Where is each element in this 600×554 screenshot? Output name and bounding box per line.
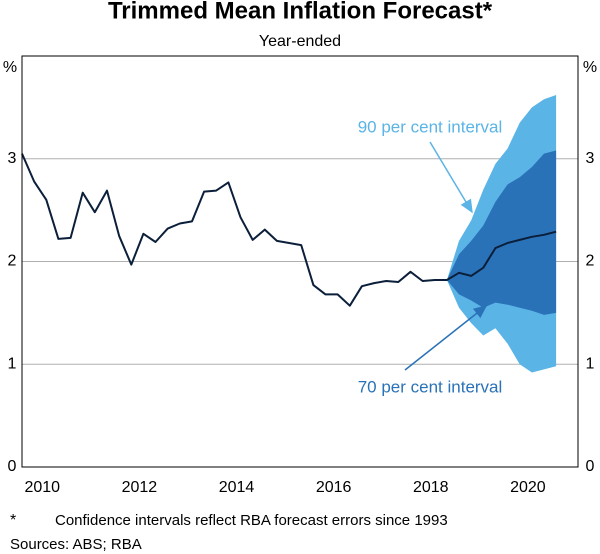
footnote-marker: * [10, 512, 16, 529]
x-tick-label: 2012 [122, 479, 158, 496]
plot-area [21, 95, 578, 468]
plot-frame [21, 55, 579, 468]
series-line [21, 153, 557, 307]
y-tick-label: 2 [8, 253, 17, 270]
y-tick-label: 1 [8, 355, 17, 372]
chart-subtitle: Year-ended [259, 33, 341, 50]
annotation-arrow [429, 141, 473, 214]
y-unit-left: % [3, 59, 17, 76]
x-tick-label: 2018 [413, 479, 449, 496]
y-tick-label-right: 2 [586, 253, 595, 270]
y-tick-label-right: 3 [586, 150, 595, 167]
band-label: 90 per cent interval [358, 117, 503, 136]
x-tick-label: 2010 [24, 479, 60, 496]
y-tick-label-right: 1 [586, 355, 595, 372]
y-tick-label: 0 [8, 458, 17, 475]
y-tick-label: 3 [8, 150, 17, 167]
x-tick-label: 2014 [219, 479, 255, 496]
y-unit-right: % [583, 59, 597, 76]
annotation-arrow [404, 305, 488, 371]
footnote: Confidence intervals reflect RBA forecas… [55, 512, 448, 529]
band-label: 70 per cent interval [358, 377, 503, 396]
sources: Sources: ABS; RBA [10, 536, 142, 553]
y-tick-label-right: 0 [586, 458, 595, 475]
x-tick-label: 2016 [316, 479, 352, 496]
chart-title: Trimmed Mean Inflation Forecast* [108, 0, 493, 24]
x-tick-label: 2020 [510, 479, 546, 496]
